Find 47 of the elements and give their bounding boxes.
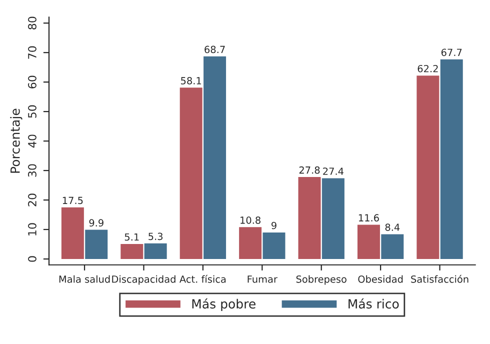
y-tick-label: 50 (28, 105, 36, 118)
y-axis-title: Porcentaje (10, 108, 22, 173)
x-tick-label: Act. física (180, 274, 226, 283)
bar (357, 224, 380, 259)
data-label: 67.7 (441, 48, 462, 56)
bar (85, 230, 108, 259)
data-label: 62.2 (418, 64, 438, 72)
data-label: 8.4 (385, 224, 400, 231)
bar (416, 76, 440, 259)
x-tick-label: Obesidad (358, 275, 403, 283)
legend-label: Más pobre (192, 298, 256, 312)
legend-label: Más rico (348, 298, 399, 309)
y-tick-label: 70 (28, 46, 36, 59)
data-label: 11.6 (358, 214, 379, 222)
data-label: 9 (272, 222, 276, 230)
bar (381, 234, 404, 259)
y-tick-label: 0 (28, 256, 36, 262)
data-label: 17.5 (62, 196, 83, 204)
y-tick-label: 30 (28, 164, 36, 177)
data-label: 10.8 (240, 216, 260, 224)
bar (239, 227, 262, 259)
bar (144, 243, 167, 259)
bar (298, 177, 321, 259)
y-tick-label: 40 (28, 134, 36, 148)
data-label: 9.9 (89, 219, 104, 227)
data-label: 5.3 (148, 232, 163, 240)
bar (120, 244, 144, 259)
data-label: 68.7 (204, 46, 225, 54)
y-tick-label: 20 (28, 194, 36, 206)
bar (61, 207, 84, 259)
x-tick-label: Fumar (248, 276, 278, 283)
bar (262, 232, 286, 259)
data-label: 58.1 (181, 77, 202, 84)
bar (440, 59, 463, 259)
bar (204, 56, 226, 259)
x-tick-label: Discapacidad (112, 275, 176, 285)
y-tick-label: 10 (28, 223, 36, 236)
y-tick-label: 60 (28, 76, 36, 88)
bar (322, 178, 344, 259)
x-tick-label: Sobrepeso (296, 275, 346, 285)
data-label: 27.4 (323, 168, 344, 175)
data-label: 5.1 (124, 233, 139, 241)
y-tick-label: 80 (28, 16, 36, 30)
x-tick-label: Mala salud (59, 275, 110, 283)
bar (180, 88, 202, 259)
data-label: 27.8 (299, 166, 320, 174)
x-tick-label: Satisfacción (411, 274, 468, 283)
